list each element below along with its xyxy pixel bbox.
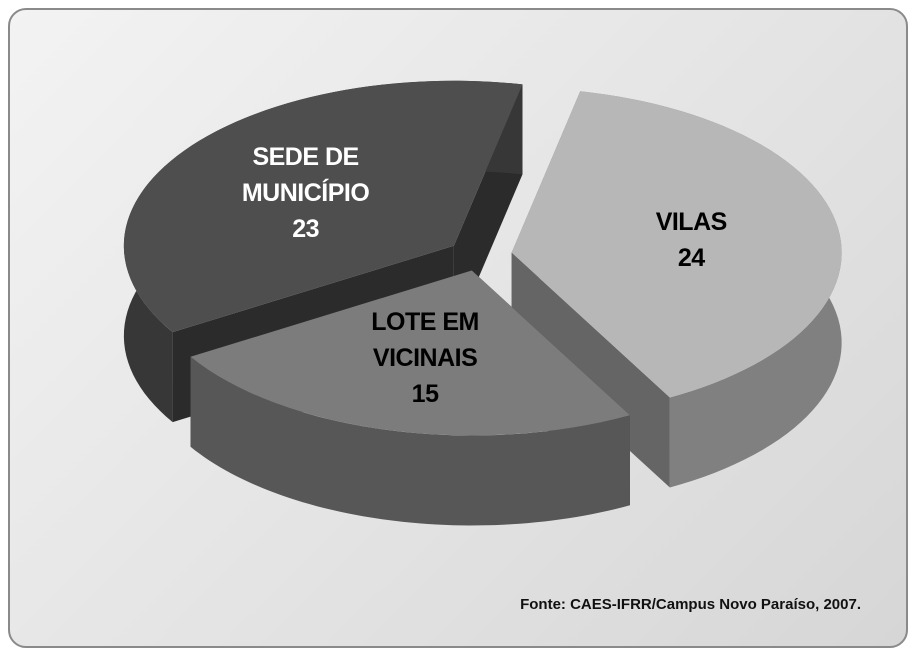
slice-category: LOTE EM VICINAIS [371,308,479,373]
slice-label: SEDE DE MUNICÍPIO 23 [216,139,396,247]
chart [123,80,842,526]
source-note: Fonte: CAES-IFRR/Campus Novo Paraíso, 20… [520,596,861,613]
slice-label: VILAS 24 [601,204,781,276]
slice-value: 24 [677,243,705,272]
slice-value: 15 [411,380,439,409]
slice-label: LOTE EM VICINAIS 15 [335,304,515,412]
slice-category: VILAS [655,207,728,236]
slice-value: 23 [292,215,319,244]
slice-category: SEDE DE MUNICÍPIO [241,143,370,208]
pie-slice [190,270,630,436]
page: SEDE DE MUNICÍPIO 23 VILAS 24 LOTE EM VICINA… [8,8,908,648]
pie-slice [511,91,842,398]
slice-side-wall [511,252,670,488]
slice-outer-wall [190,356,630,526]
pie-slice [123,80,523,333]
